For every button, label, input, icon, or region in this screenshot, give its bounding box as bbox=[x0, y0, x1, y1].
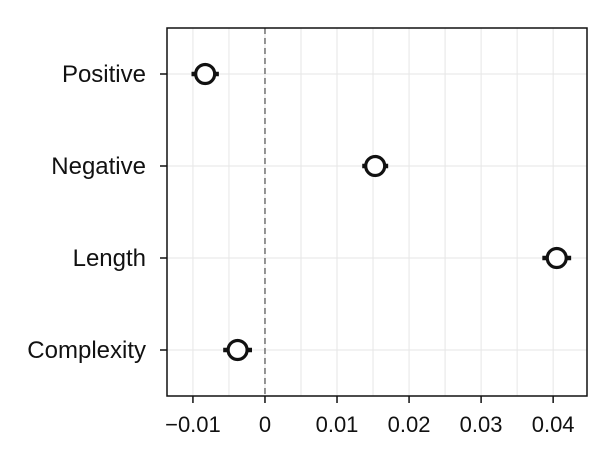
y-axis: Positive Negative Length Complexity bbox=[27, 61, 167, 364]
x-tick-label: 0.02 bbox=[388, 412, 431, 437]
estimate-point bbox=[364, 154, 387, 178]
y-tick-label: Complexity bbox=[27, 337, 146, 364]
x-tick-label: −0.01 bbox=[165, 412, 221, 437]
x-axis: −0.01 0 0.01 0.02 0.03 0.04 bbox=[165, 396, 575, 437]
grid-lines bbox=[167, 28, 587, 396]
y-tick-label: Negative bbox=[51, 153, 146, 180]
x-tick-label: 0 bbox=[259, 412, 271, 437]
estimate-point bbox=[226, 338, 249, 362]
estimate-point bbox=[545, 246, 568, 270]
x-tick-label: 0.04 bbox=[532, 412, 575, 437]
plot-frame bbox=[166, 27, 588, 397]
data-points bbox=[191, 62, 572, 362]
y-tick-label: Positive bbox=[62, 61, 146, 88]
y-tick-label: Length bbox=[73, 245, 146, 272]
x-tick-label: 0.03 bbox=[460, 412, 503, 437]
x-tick-label: 0.01 bbox=[316, 412, 359, 437]
estimate-point bbox=[194, 62, 217, 86]
